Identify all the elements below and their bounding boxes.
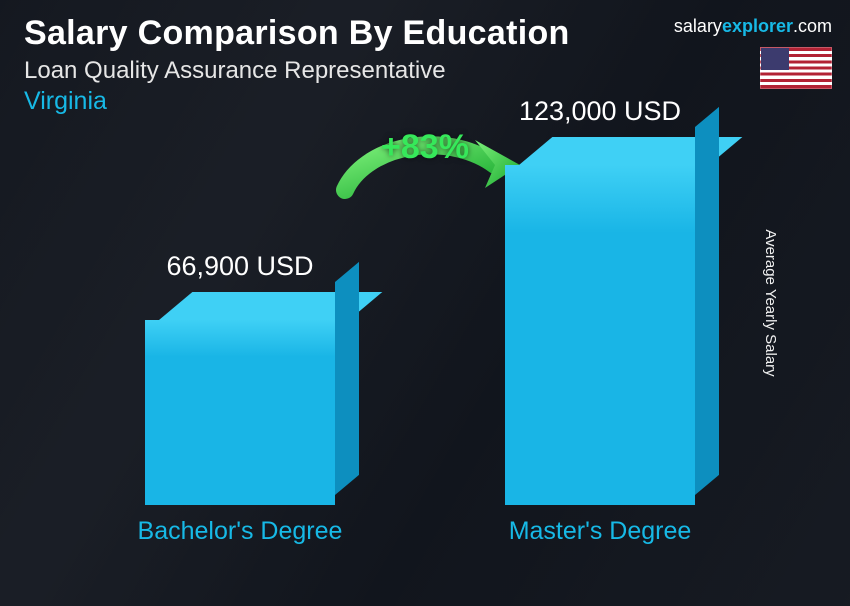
brand-accent: explorer — [722, 16, 793, 36]
bar-front-face — [505, 165, 695, 505]
bar-value-label: 123,000 USD — [519, 96, 681, 127]
brand-text: salaryexplorer.com — [674, 16, 832, 37]
bar-value-label: 66,900 USD — [166, 251, 313, 282]
bar-3d — [505, 137, 695, 505]
brand-prefix: salary — [674, 16, 722, 36]
job-title: Loan Quality Assurance Representative — [24, 57, 570, 85]
salary-bar-chart: 66,900 USD Bachelor's Degree 123,000 USD… — [60, 126, 780, 546]
branding-block: salaryexplorer.com — [674, 16, 832, 89]
bar-group: 66,900 USD Bachelor's Degree — [120, 251, 360, 546]
bar-side-face — [695, 107, 719, 495]
us-flag-icon — [760, 47, 832, 89]
bar-side-face — [335, 262, 359, 495]
bar-3d — [145, 292, 335, 505]
brand-suffix: .com — [793, 16, 832, 36]
bar-category-label: Bachelor's Degree — [138, 517, 343, 546]
bar-category-label: Master's Degree — [509, 517, 692, 546]
page-title: Salary Comparison By Education — [24, 14, 570, 53]
bar-front-face — [145, 320, 335, 505]
bar-group: 123,000 USD Master's Degree — [480, 96, 720, 546]
